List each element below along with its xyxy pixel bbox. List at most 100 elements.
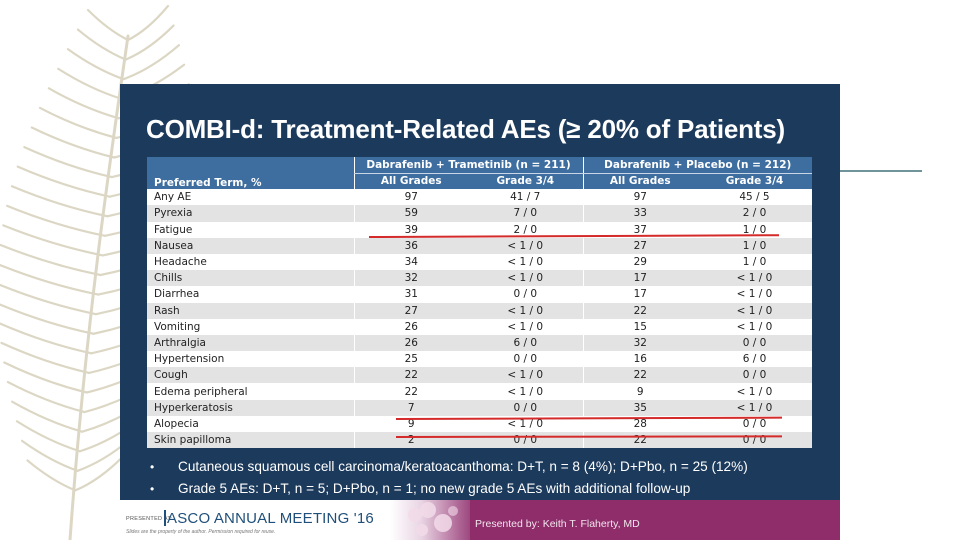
dt-grade-3-4-cell: < 1 / 0 bbox=[468, 253, 583, 271]
term-cell: Cough bbox=[147, 367, 354, 384]
term-cell: Skin papilloma bbox=[147, 432, 354, 449]
dt-all-grades-cell: 22 bbox=[353, 383, 468, 400]
table-row: Skin papilloma 2 0 / 0 22 0 / 0 bbox=[147, 432, 812, 449]
dt-grade-3-4-cell: < 1 / 0 bbox=[468, 318, 583, 335]
decorative-blob bbox=[416, 524, 428, 536]
table-row: Headache 34 < 1 / 0 29 1 / 0 bbox=[147, 253, 812, 271]
bullet-dot: • bbox=[150, 460, 155, 474]
dt-grade-3-4-cell: 7 / 0 bbox=[468, 205, 583, 222]
frond-leaflet bbox=[122, 44, 181, 81]
dt-grade-3-4-cell: 0 / 0 bbox=[468, 432, 583, 449]
term-cell: Chills bbox=[147, 270, 354, 287]
dt-grade-3-4-cell: 6 / 0 bbox=[468, 334, 583, 352]
dt-all-grades-cell: 26 bbox=[353, 318, 468, 335]
table-row: Arthralgia 26 6 / 0 32 0 / 0 bbox=[147, 334, 812, 352]
bullet-dot: • bbox=[150, 482, 155, 496]
term-cell: Edema peripheral bbox=[147, 383, 354, 400]
term-cell: Vomiting bbox=[147, 318, 354, 335]
ae-table-body: Any AE 97 41 / 7 97 45 / 5 Pyrexia 59 7 / 0 33 2 … bbox=[147, 189, 812, 449]
dp-all-grades-cell: 97 bbox=[582, 189, 697, 206]
table-row: Edema peripheral 22 < 1 / 0 9 < 1 / 0 bbox=[147, 383, 812, 400]
frond-leaflet bbox=[126, 4, 170, 42]
frond-leaflet bbox=[0, 341, 91, 375]
dt-all-grades-cell: 9 bbox=[353, 415, 468, 432]
frond-leaflet bbox=[23, 145, 114, 179]
footer-gradient bbox=[390, 500, 480, 540]
dp-grade-3-4-cell: < 1 / 0 bbox=[697, 318, 812, 335]
table-row: Vomiting 26 < 1 / 0 15 < 1 / 0 bbox=[147, 318, 812, 335]
dp-grade-3-4-cell: < 1 / 0 bbox=[697, 286, 812, 303]
term-cell: Alopecia bbox=[147, 415, 354, 432]
frond-leaflet bbox=[3, 361, 88, 394]
subheader-dt-grade-3-4: Grade 3/4 bbox=[468, 173, 583, 190]
term-cell: Fatigue bbox=[147, 221, 354, 238]
dp-grade-3-4-cell: < 1 / 0 bbox=[697, 399, 812, 416]
frond-leaflet bbox=[57, 67, 123, 100]
frond-leaflet bbox=[16, 165, 111, 198]
table-group-header-row: Dabrafenib + Trametinib (n = 211) Dabraf… bbox=[147, 157, 812, 174]
dp-all-grades-cell: 15 bbox=[582, 318, 697, 335]
dt-grade-3-4-cell: < 1 / 0 bbox=[468, 383, 583, 400]
frond-leaflet bbox=[66, 48, 125, 81]
frond-leaflet bbox=[20, 439, 79, 472]
dt-all-grades-cell: 25 bbox=[353, 351, 468, 368]
presented-at-label: PRESENTED AT: bbox=[126, 516, 173, 522]
table-row: Nausea 36 < 1 / 0 27 1 / 0 bbox=[147, 237, 812, 254]
table-subheader-row: Preferred Term, % All Grades Grade 3/4 A… bbox=[147, 173, 812, 190]
dp-all-grades-cell: 28 bbox=[582, 415, 697, 432]
frond-leaflet bbox=[86, 8, 130, 42]
dp-grade-3-4-cell: < 1 / 0 bbox=[697, 302, 812, 319]
dp-all-grades-cell: 29 bbox=[582, 253, 697, 271]
dp-all-grades-cell: 22 bbox=[582, 432, 697, 449]
dp-grade-3-4-cell: 0 / 0 bbox=[697, 367, 812, 384]
accent-line bbox=[838, 170, 922, 172]
meeting-divider bbox=[164, 510, 166, 526]
frond-leaflet bbox=[0, 322, 93, 355]
frond-leaflet bbox=[74, 455, 125, 492]
table-row: Chills 32 < 1 / 0 17 < 1 / 0 bbox=[147, 270, 812, 287]
frond-leaflet bbox=[124, 24, 175, 61]
dp-grade-3-4-cell: 0 / 0 bbox=[697, 334, 812, 352]
table-row: Cough 22 < 1 / 0 22 0 / 0 bbox=[147, 367, 812, 384]
footer-right bbox=[470, 500, 840, 540]
table-row: Diarrhea 31 0 / 0 17 < 1 / 0 bbox=[147, 286, 812, 303]
dp-all-grades-cell: 17 bbox=[582, 270, 697, 287]
meeting-name: ASCO ANNUAL MEETING '16 bbox=[167, 510, 374, 527]
dp-all-grades-cell: 27 bbox=[582, 237, 697, 254]
dp-all-grades-cell: 33 bbox=[582, 205, 697, 222]
dp-all-grades-cell: 9 bbox=[582, 383, 697, 400]
dt-all-grades-cell: 7 bbox=[353, 399, 468, 416]
decorative-blob bbox=[408, 508, 422, 522]
dp-all-grades-cell: 22 bbox=[582, 302, 697, 319]
frond-leaflet bbox=[15, 420, 81, 453]
frond-leaflet bbox=[47, 87, 120, 120]
frond-leaflet bbox=[2, 224, 104, 257]
term-cell: Hypertension bbox=[147, 351, 354, 368]
bullet-text-grade5: Grade 5 AEs: D+T, n = 5; D+Pbo, n = 1; n… bbox=[178, 481, 691, 496]
term-cell: Rash bbox=[147, 302, 354, 319]
dt-grade-3-4-cell: 2 / 0 bbox=[468, 221, 583, 238]
frond-leaflet bbox=[0, 263, 100, 296]
dp-all-grades-cell: 35 bbox=[582, 399, 697, 416]
ae-table-container: Dabrafenib + Trametinib (n = 211) Dabraf… bbox=[147, 157, 812, 449]
disclaimer-text: Slides are the property of the author. P… bbox=[126, 529, 276, 535]
subheader-dp-grade-3-4: Grade 3/4 bbox=[697, 173, 812, 190]
table-row: Pyrexia 59 7 / 0 33 2 / 0 bbox=[147, 205, 812, 222]
dp-all-grades-cell: 22 bbox=[582, 367, 697, 384]
dt-all-grades-cell: 22 bbox=[353, 367, 468, 384]
dp-grade-3-4-cell: 0 / 0 bbox=[697, 415, 812, 432]
dt-all-grades-cell: 2 bbox=[353, 432, 468, 449]
dp-grade-3-4-cell: 45 / 5 bbox=[697, 189, 812, 206]
table-row: Hyperkeratosis 7 0 / 0 35 < 1 / 0 bbox=[147, 399, 812, 416]
dp-grade-3-4-cell: 2 / 0 bbox=[697, 205, 812, 222]
term-cell: Any AE bbox=[147, 189, 354, 206]
slide-title: COMBI-d: Treatment-Related AEs (≥ 20% of… bbox=[146, 114, 785, 144]
frond-leaflet bbox=[0, 303, 95, 335]
bullet-item: • Cutaneous squamous cell carcinoma/kerat… bbox=[150, 456, 830, 478]
frond-leaflet bbox=[26, 459, 77, 492]
dp-all-grades-cell: 17 bbox=[582, 286, 697, 303]
frond-leaflet bbox=[10, 185, 109, 218]
term-cell: Nausea bbox=[147, 237, 354, 254]
dt-all-grades-cell: 26 bbox=[353, 334, 468, 352]
frond-leaflet bbox=[6, 204, 107, 237]
